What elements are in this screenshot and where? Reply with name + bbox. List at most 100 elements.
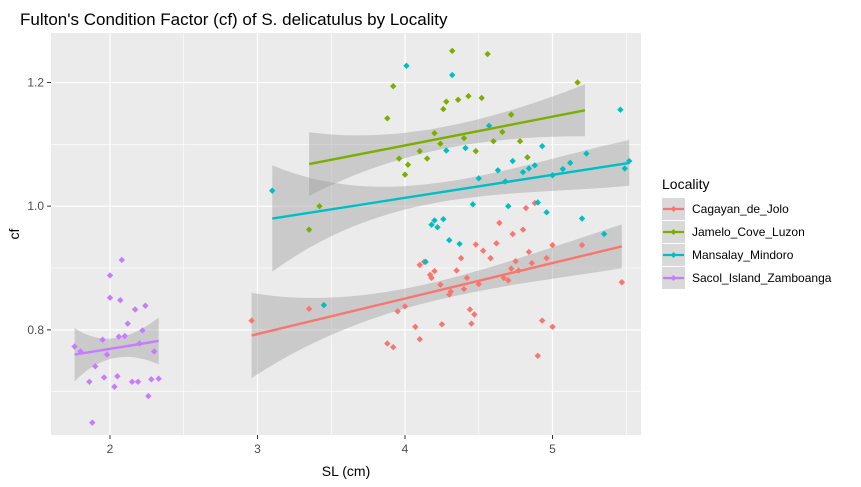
data-point [443, 98, 450, 105]
data-point [437, 140, 444, 147]
data-point [456, 240, 463, 248]
data-point [403, 62, 410, 69]
data-point [305, 305, 313, 313]
data-point [525, 248, 533, 256]
chart-title: Fulton's Condition Factor (cf) of S. del… [20, 10, 448, 29]
data-point [440, 105, 447, 113]
data-point [437, 281, 444, 288]
data-point [431, 267, 438, 275]
fit-line [251, 245, 623, 337]
grid-lines [51, 33, 641, 435]
data-point [449, 71, 456, 79]
legend-key-point [670, 252, 677, 258]
data-point [524, 154, 531, 161]
confidence-ribbon [309, 84, 585, 196]
data-point [412, 323, 419, 330]
data-point [487, 254, 494, 262]
data-point [121, 332, 128, 340]
confidence-ribbon [272, 140, 630, 272]
x-tick-label: 2 [107, 442, 114, 456]
data-point [472, 241, 479, 248]
data-point [428, 274, 435, 282]
fit-line [272, 161, 630, 220]
y-axis-ticks: 0.8 1.0 1.2 [27, 75, 51, 337]
data-point [460, 134, 468, 142]
data-point [531, 162, 538, 169]
data-point [454, 96, 462, 103]
data-point [134, 378, 142, 386]
data-point [508, 265, 515, 272]
data-point [549, 323, 556, 330]
data-point [494, 167, 502, 174]
data-point [384, 340, 391, 347]
data-point [390, 82, 397, 90]
data-point [600, 230, 608, 238]
fit-line [74, 339, 159, 356]
data-point [434, 223, 441, 231]
data-point [155, 375, 162, 382]
data-point [447, 288, 454, 295]
data-point [404, 161, 412, 168]
y-tick-label: 0.8 [27, 323, 44, 337]
x-tick-label: 5 [549, 442, 556, 456]
x-axis-ticks: 2 3 4 5 [107, 435, 556, 456]
data-point [145, 392, 152, 400]
x-axis-title: SL (cm) [322, 463, 370, 479]
data-point [534, 352, 541, 360]
y-tick-label: 1.0 [27, 199, 44, 213]
legend: Locality Cagayan_de_Jolo Jamelo_Cove_Luzo… [662, 176, 832, 289]
data-point [148, 376, 155, 383]
data-point [505, 202, 512, 210]
data-point [519, 168, 527, 176]
data-point [528, 259, 536, 267]
data-point [567, 159, 574, 167]
data-point [449, 47, 456, 55]
data-point [100, 374, 108, 381]
data-point [111, 383, 118, 390]
data-point [106, 272, 114, 279]
legend-key-point [670, 275, 677, 281]
data-point [423, 155, 431, 162]
data-point [471, 311, 478, 318]
data-point [316, 202, 323, 210]
data-point [522, 204, 530, 212]
data-point [416, 147, 423, 155]
confidence-ribbon [74, 317, 159, 382]
data-point [128, 378, 136, 386]
data-point [508, 111, 515, 118]
legend-label: Sacol_Island_Zamboanga [692, 271, 832, 285]
data-point [485, 122, 493, 129]
data-point [431, 217, 438, 224]
data-point [384, 115, 391, 122]
data-point [496, 219, 503, 227]
data-point [71, 343, 78, 350]
data-point [484, 50, 491, 58]
data-point [578, 241, 586, 249]
data-point [269, 187, 276, 194]
data-point [453, 267, 460, 274]
data-point [519, 226, 527, 233]
x-tick-label: 3 [254, 442, 261, 456]
legend-key-point [670, 229, 677, 235]
data-point [117, 296, 124, 304]
data-point [248, 317, 255, 324]
y-axis-title: cf [6, 228, 22, 239]
data-point [468, 320, 475, 327]
data-point [475, 280, 482, 288]
data-point [460, 285, 468, 293]
data-point [118, 256, 125, 264]
data-point [92, 363, 99, 370]
data-point [538, 317, 546, 324]
data-point [493, 240, 500, 247]
data-point [401, 171, 409, 178]
data-point [440, 215, 447, 223]
data-point [578, 215, 586, 222]
legend-label: Cagayan_de_Jolo [692, 202, 789, 216]
data-point [475, 175, 482, 182]
data-point [86, 378, 93, 386]
data-point [499, 128, 506, 136]
data-point [549, 241, 556, 249]
data-point [534, 199, 541, 206]
x-tick-label: 4 [402, 442, 409, 456]
